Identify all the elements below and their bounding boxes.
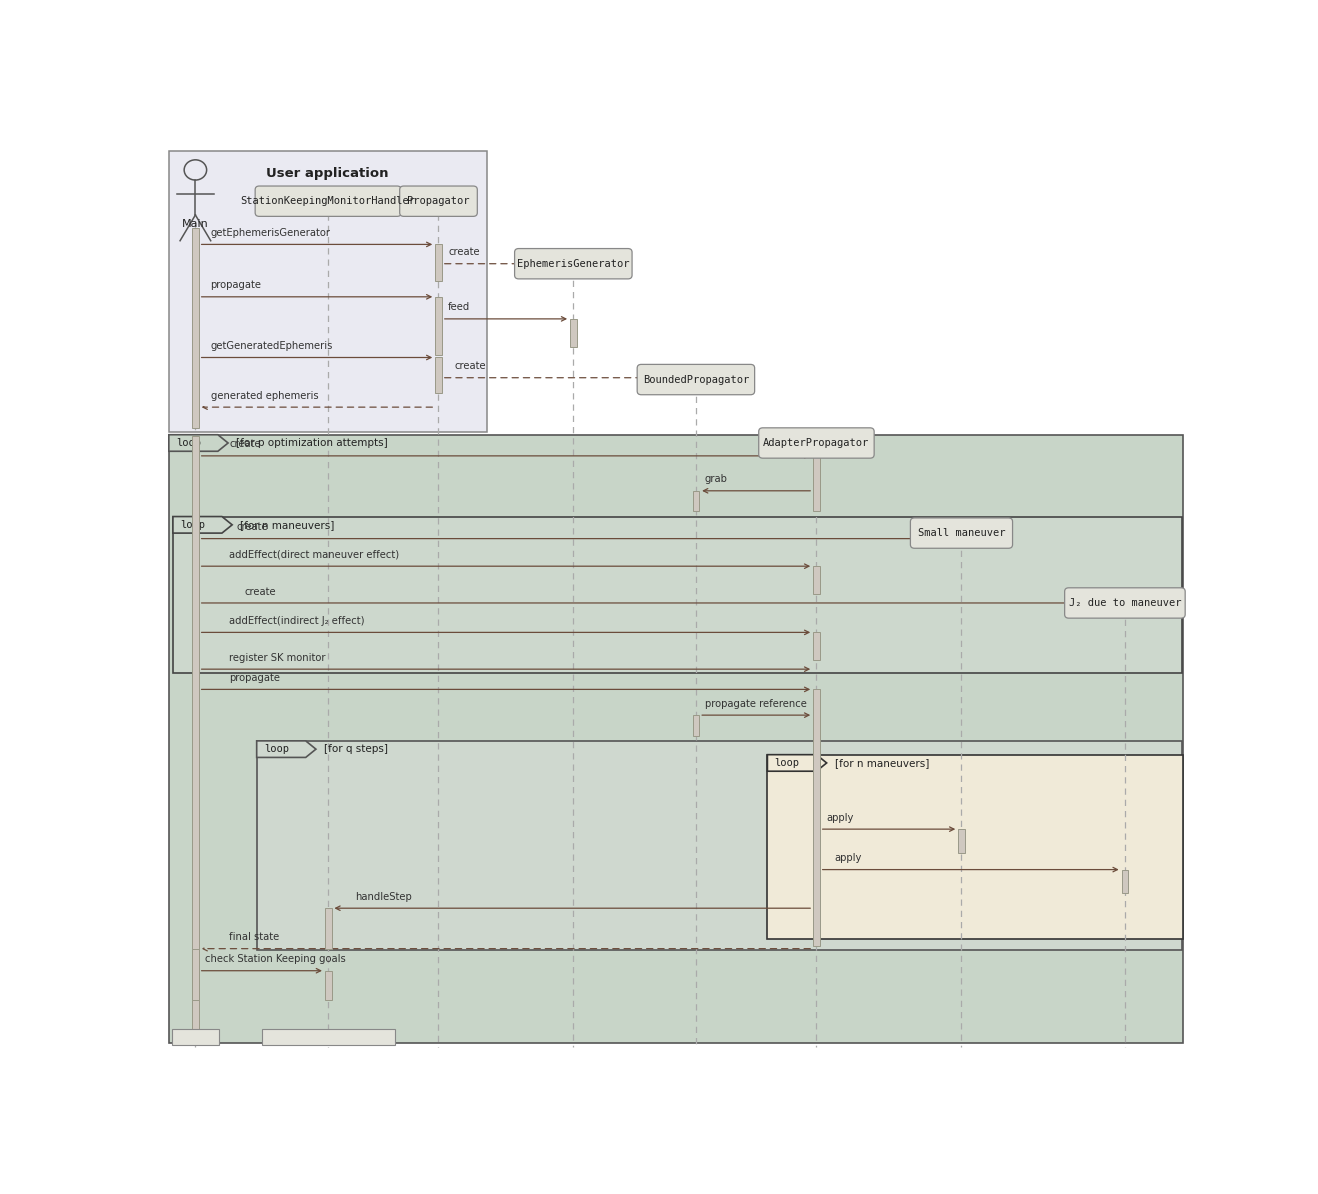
Text: propagate: propagate bbox=[211, 281, 261, 290]
Bar bbox=[192, 949, 199, 1001]
Bar bbox=[767, 755, 1184, 938]
Polygon shape bbox=[173, 517, 232, 533]
Text: loop: loop bbox=[775, 758, 800, 768]
Bar bbox=[692, 491, 700, 511]
Text: create: create bbox=[455, 362, 486, 371]
Text: loop: loop bbox=[181, 519, 206, 530]
Text: create: create bbox=[448, 247, 480, 257]
Bar bbox=[813, 689, 820, 946]
Text: loop: loop bbox=[177, 438, 200, 448]
Bar bbox=[171, 1029, 219, 1045]
Bar bbox=[569, 319, 577, 347]
Bar bbox=[435, 357, 442, 393]
Text: [for p optimization attempts]: [for p optimization attempts] bbox=[236, 438, 387, 448]
Text: propagate: propagate bbox=[229, 673, 281, 683]
Text: Propagator: Propagator bbox=[407, 196, 469, 207]
Text: BoundedPropagator: BoundedPropagator bbox=[643, 375, 749, 384]
Text: addEffect(indirect J₂ effect): addEffect(indirect J₂ effect) bbox=[229, 616, 365, 626]
Bar bbox=[173, 517, 1182, 673]
Text: create: create bbox=[245, 586, 277, 597]
Text: Main: Main bbox=[182, 219, 208, 229]
Bar bbox=[1122, 869, 1128, 893]
Bar bbox=[262, 1029, 394, 1045]
Text: EphemerisGenerator: EphemerisGenerator bbox=[517, 259, 630, 269]
Text: check Station Keeping goals: check Station Keeping goals bbox=[206, 954, 345, 965]
Polygon shape bbox=[169, 435, 228, 451]
FancyBboxPatch shape bbox=[1065, 587, 1185, 618]
FancyBboxPatch shape bbox=[911, 518, 1012, 548]
Text: [for n maneuvers]: [for n maneuvers] bbox=[834, 758, 929, 768]
Text: AdapterPropagator: AdapterPropagator bbox=[763, 438, 870, 448]
Text: generated ephemeris: generated ephemeris bbox=[211, 390, 318, 401]
Bar bbox=[958, 829, 965, 853]
FancyBboxPatch shape bbox=[637, 364, 755, 395]
Text: [for n maneuvers]: [for n maneuvers] bbox=[240, 519, 335, 530]
Bar bbox=[813, 633, 820, 660]
Bar bbox=[692, 715, 700, 737]
Text: getEphemerisGenerator: getEphemerisGenerator bbox=[211, 228, 331, 238]
Bar bbox=[435, 245, 442, 282]
Bar bbox=[169, 150, 486, 432]
FancyBboxPatch shape bbox=[256, 186, 401, 216]
Text: apply: apply bbox=[826, 813, 854, 823]
Bar bbox=[435, 297, 442, 355]
Text: Small maneuver: Small maneuver bbox=[917, 528, 1006, 538]
Bar bbox=[324, 909, 332, 949]
Text: propagate reference: propagate reference bbox=[705, 698, 807, 709]
Text: StationKeepingMonitorHandler: StationKeepingMonitorHandler bbox=[241, 196, 415, 207]
Text: addEffect(direct maneuver effect): addEffect(direct maneuver effect) bbox=[229, 549, 399, 560]
Bar bbox=[192, 436, 199, 1045]
Text: register SK monitor: register SK monitor bbox=[229, 653, 326, 663]
Text: create: create bbox=[229, 439, 261, 449]
FancyBboxPatch shape bbox=[399, 186, 477, 216]
Bar bbox=[813, 449, 820, 511]
Polygon shape bbox=[767, 755, 826, 771]
Text: User application: User application bbox=[266, 167, 389, 180]
Text: J₂ due to maneuver: J₂ due to maneuver bbox=[1069, 598, 1181, 608]
Bar bbox=[813, 566, 820, 593]
Text: handleStep: handleStep bbox=[356, 892, 413, 901]
Text: final state: final state bbox=[229, 933, 279, 942]
Text: create: create bbox=[237, 522, 269, 533]
Text: loop: loop bbox=[264, 744, 289, 755]
Polygon shape bbox=[257, 740, 316, 757]
Bar bbox=[324, 971, 332, 1001]
Bar bbox=[192, 228, 199, 429]
Text: feed: feed bbox=[448, 302, 471, 313]
FancyBboxPatch shape bbox=[759, 427, 874, 458]
Text: [for q steps]: [for q steps] bbox=[324, 744, 387, 755]
Text: grab: grab bbox=[705, 474, 728, 485]
Text: getGeneratedEphemeris: getGeneratedEphemeris bbox=[211, 341, 333, 351]
Text: apply: apply bbox=[834, 854, 862, 863]
Bar bbox=[169, 435, 1184, 1044]
FancyBboxPatch shape bbox=[514, 248, 633, 279]
Bar bbox=[257, 740, 1182, 949]
